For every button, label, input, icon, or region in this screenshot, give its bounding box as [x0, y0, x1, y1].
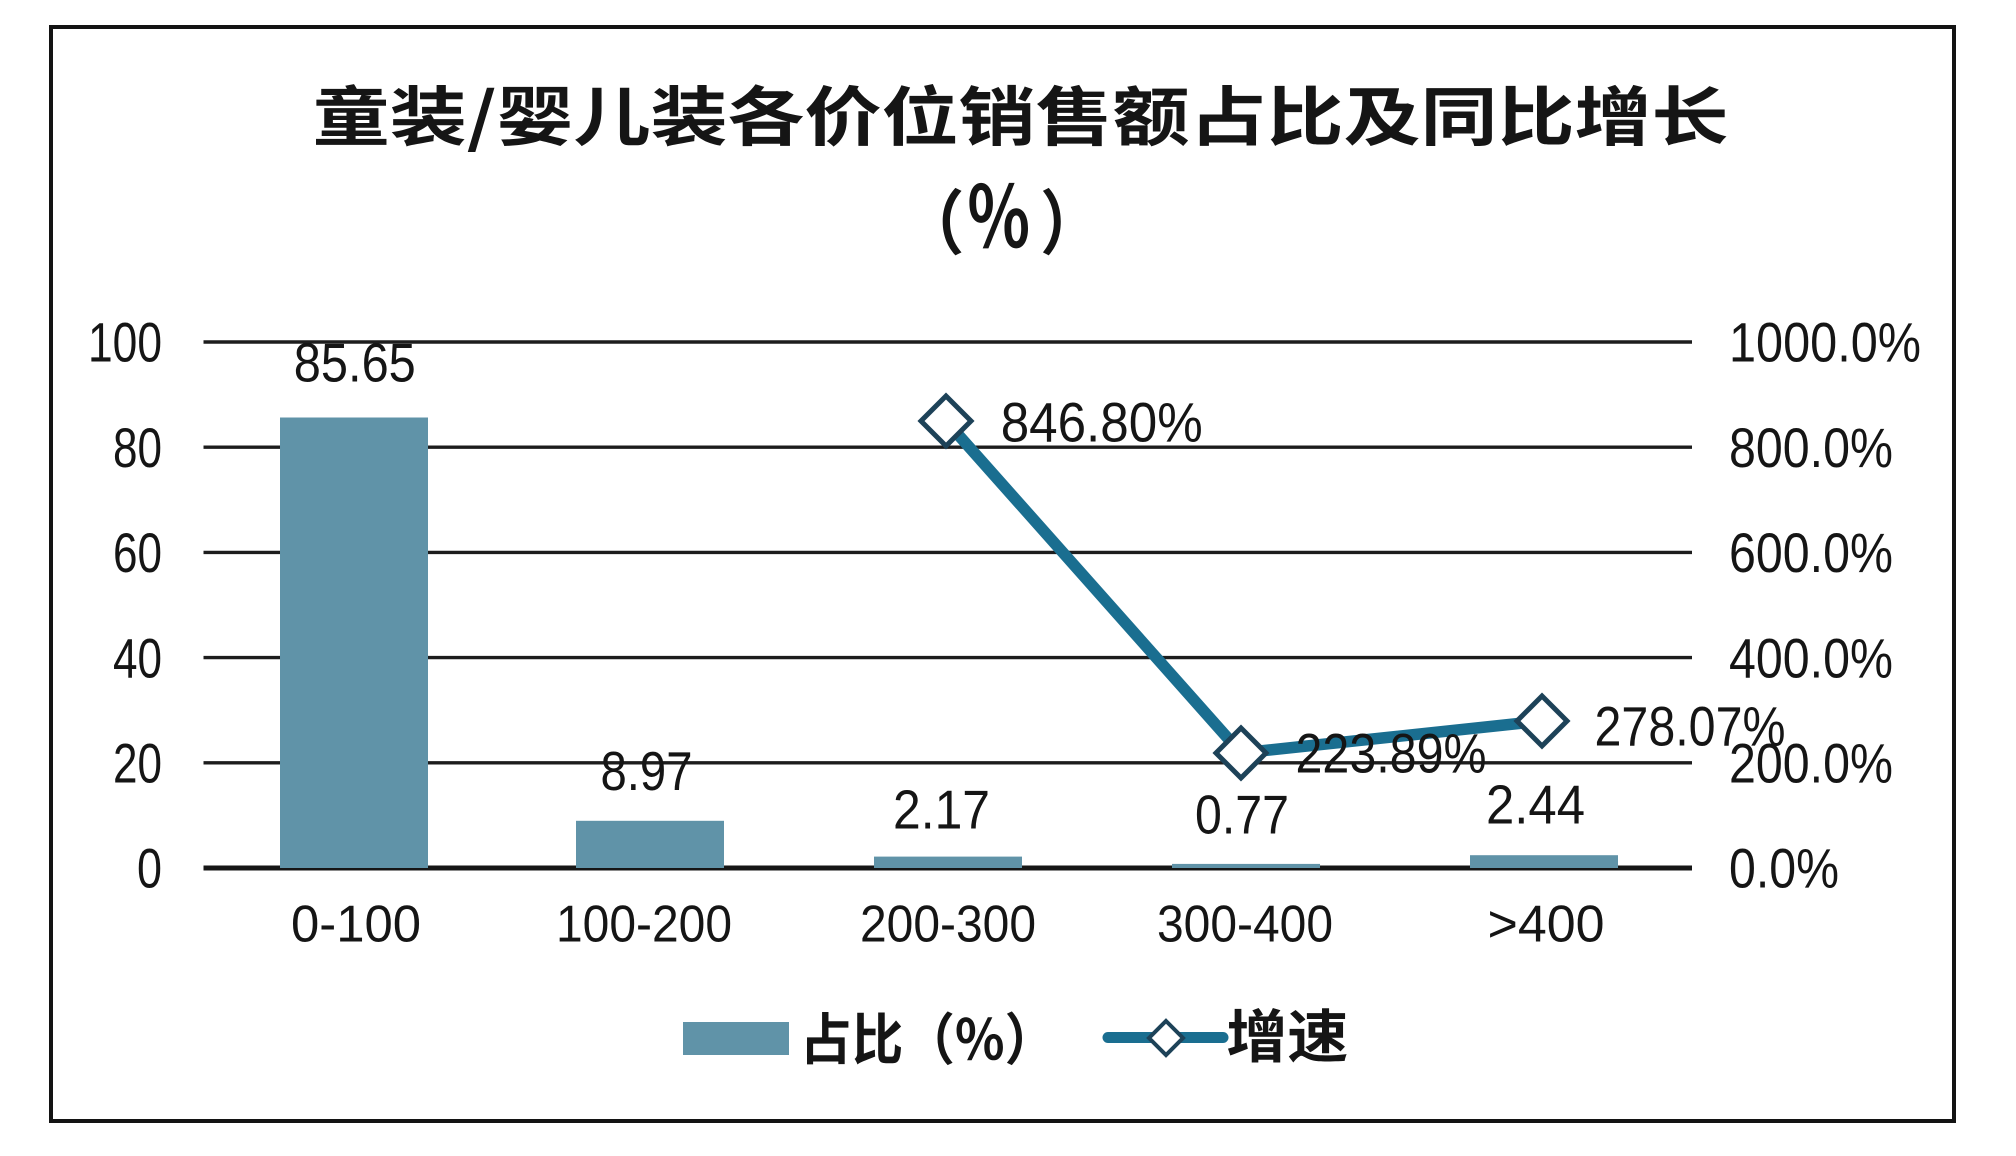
svg-text:0.0%: 0.0%: [1729, 837, 1839, 900]
svg-text:8.97: 8.97: [601, 740, 693, 802]
svg-text:200.0%: 200.0%: [1729, 732, 1893, 795]
svg-text:60: 60: [113, 521, 162, 584]
svg-text:100: 100: [88, 311, 162, 374]
svg-text:100-200: 100-200: [556, 895, 732, 953]
svg-text:1000.0%: 1000.0%: [1729, 311, 1921, 374]
svg-text:400.0%: 400.0%: [1729, 626, 1893, 689]
svg-text:40: 40: [113, 626, 162, 689]
svg-text:200-300: 200-300: [860, 895, 1036, 953]
svg-text:223.89%: 223.89%: [1296, 722, 1487, 785]
svg-text:80: 80: [113, 416, 162, 479]
svg-text:278.07%: 278.07%: [1595, 695, 1786, 758]
svg-text:85.65: 85.65: [294, 331, 416, 393]
svg-text:0: 0: [137, 837, 162, 900]
svg-text:0.77: 0.77: [1195, 783, 1289, 845]
svg-text:0-100: 0-100: [291, 895, 421, 953]
svg-text:800.0%: 800.0%: [1729, 416, 1893, 479]
svg-text:2.17: 2.17: [893, 778, 990, 840]
svg-text:600.0%: 600.0%: [1729, 521, 1893, 584]
svg-text:300-400: 300-400: [1157, 895, 1333, 953]
svg-text:846.80%: 846.80%: [1001, 391, 1203, 454]
svg-text:20: 20: [113, 732, 162, 795]
svg-text:>400: >400: [1488, 895, 1605, 953]
svg-text:2.44: 2.44: [1486, 773, 1585, 835]
